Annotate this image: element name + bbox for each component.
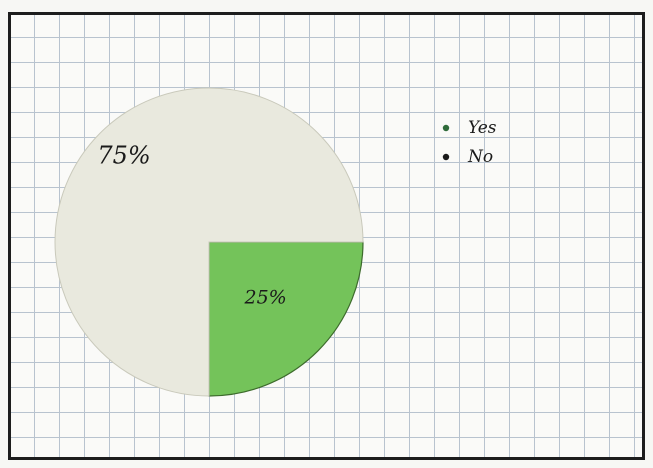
legend-label-no: No (467, 147, 493, 167)
pie-slice-yes (208, 241, 364, 397)
legend-marker-yes (442, 124, 450, 132)
pie-data-labels: 25% 75% (97, 142, 286, 309)
data-label-yes: 25% (244, 287, 287, 309)
pie-slices (54, 87, 364, 397)
legend-marker-no (442, 153, 450, 161)
legend: Yes No (442, 118, 497, 167)
data-label-no: 75% (97, 142, 150, 170)
pie-slice-no (54, 87, 364, 397)
legend-label-yes: Yes (468, 118, 497, 138)
